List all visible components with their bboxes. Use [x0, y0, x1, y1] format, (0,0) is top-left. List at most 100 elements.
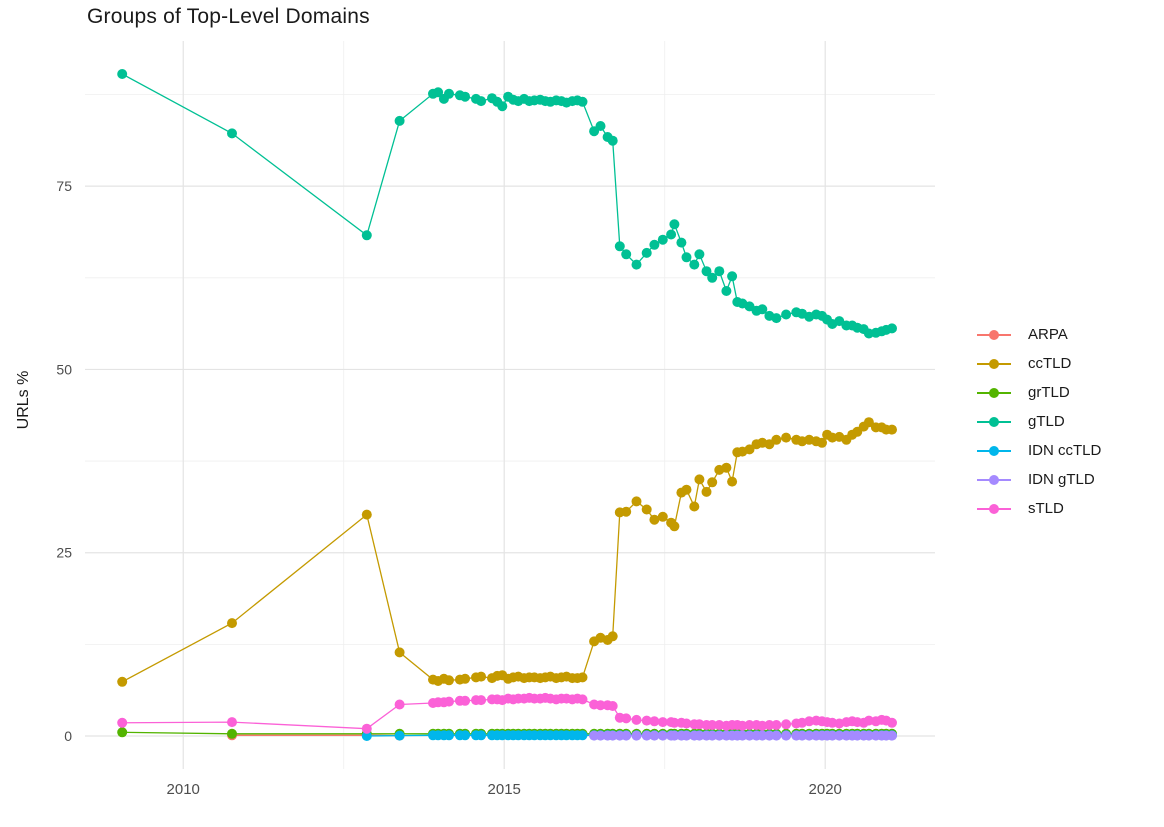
data-point	[676, 237, 687, 248]
legend-label: ARPA	[1028, 326, 1068, 343]
data-point	[721, 286, 732, 296]
legend-item-idn-cctld: IDN ccTLD	[976, 436, 1101, 465]
data-point	[361, 723, 372, 734]
y-tick-label: 75	[56, 178, 72, 194]
data-point	[497, 101, 508, 112]
data-point	[771, 720, 782, 730]
data-point	[771, 730, 782, 741]
data-point	[701, 266, 712, 277]
data-point	[714, 730, 725, 741]
data-point	[804, 730, 815, 741]
data-point	[681, 252, 692, 263]
data-point	[476, 695, 487, 706]
data-point	[727, 271, 738, 282]
data-point	[707, 730, 718, 741]
data-point	[694, 474, 705, 485]
data-point	[707, 272, 718, 283]
data-point	[444, 696, 454, 707]
data-point	[887, 717, 897, 728]
data-point	[476, 730, 487, 741]
legend-key-icon	[977, 474, 1011, 485]
data-point	[757, 730, 768, 741]
data-point	[607, 701, 618, 711]
data-point	[476, 96, 487, 107]
data-point	[361, 731, 372, 741]
data-point	[641, 715, 652, 726]
legend: ARPA ccTLD grTLD gTLD	[976, 320, 1101, 523]
legend-item-stld: sTLD	[976, 494, 1101, 523]
data-point	[887, 424, 897, 435]
data-point	[781, 309, 792, 320]
data-point	[669, 730, 680, 741]
series-stld	[117, 692, 897, 734]
data-point	[649, 716, 660, 727]
legend-item-gtld: gTLD	[976, 407, 1101, 436]
data-point	[641, 247, 652, 258]
data-point	[117, 676, 128, 687]
data-point	[444, 88, 454, 99]
data-point	[631, 714, 642, 725]
data-point	[577, 672, 588, 683]
data-point	[607, 730, 618, 741]
data-point	[649, 730, 660, 741]
data-point	[744, 730, 755, 741]
data-point	[694, 249, 705, 260]
data-point	[621, 249, 632, 260]
data-point	[797, 730, 808, 741]
data-point	[887, 730, 897, 741]
legend-label: ccTLD	[1028, 355, 1072, 372]
data-point	[577, 96, 588, 107]
data-point	[781, 719, 792, 730]
data-point	[681, 730, 692, 741]
series-line-gtld	[121, 73, 893, 335]
x-tick-label: 2015	[488, 781, 521, 798]
data-point	[227, 618, 237, 629]
legend-key-icon	[977, 503, 1011, 514]
data-point	[227, 128, 237, 139]
data-point	[863, 730, 874, 741]
data-point	[460, 673, 471, 684]
data-point	[669, 717, 680, 728]
data-point	[689, 501, 700, 512]
data-point	[394, 115, 405, 126]
data-point	[444, 675, 454, 686]
data-point	[827, 730, 838, 741]
data-point	[771, 434, 782, 445]
data-point	[657, 511, 668, 522]
data-point	[117, 69, 128, 79]
data-point	[781, 432, 792, 443]
chart-title: Groups of Top-Level Domains	[87, 5, 370, 28]
legend-key-icon	[977, 358, 1011, 369]
data-point	[649, 239, 660, 250]
data-point	[727, 476, 738, 487]
data-point	[863, 417, 874, 428]
data-point	[621, 713, 632, 724]
x-tick-label: 2020	[809, 781, 842, 798]
data-point	[666, 229, 677, 240]
x-tick-label: 2010	[167, 781, 200, 798]
legend-label: grTLD	[1028, 384, 1070, 401]
series-idn-gtld	[589, 730, 897, 741]
data-point	[460, 730, 471, 741]
legend-key-icon	[977, 387, 1011, 398]
data-point	[737, 730, 748, 741]
data-point	[764, 720, 775, 730]
data-point	[669, 521, 680, 532]
data-point	[694, 730, 705, 741]
data-point	[577, 694, 588, 705]
series-gtld	[117, 69, 897, 339]
data-point	[757, 304, 768, 315]
data-point	[614, 241, 625, 252]
data-point	[227, 717, 237, 728]
data-point	[476, 671, 487, 682]
data-point	[707, 720, 718, 730]
data-point	[361, 509, 372, 520]
data-point	[781, 730, 792, 741]
data-point	[657, 717, 668, 728]
data-point	[577, 730, 588, 741]
data-point	[631, 730, 642, 741]
legend-key-icon	[977, 416, 1011, 427]
data-point	[433, 87, 444, 98]
data-point	[460, 695, 471, 706]
